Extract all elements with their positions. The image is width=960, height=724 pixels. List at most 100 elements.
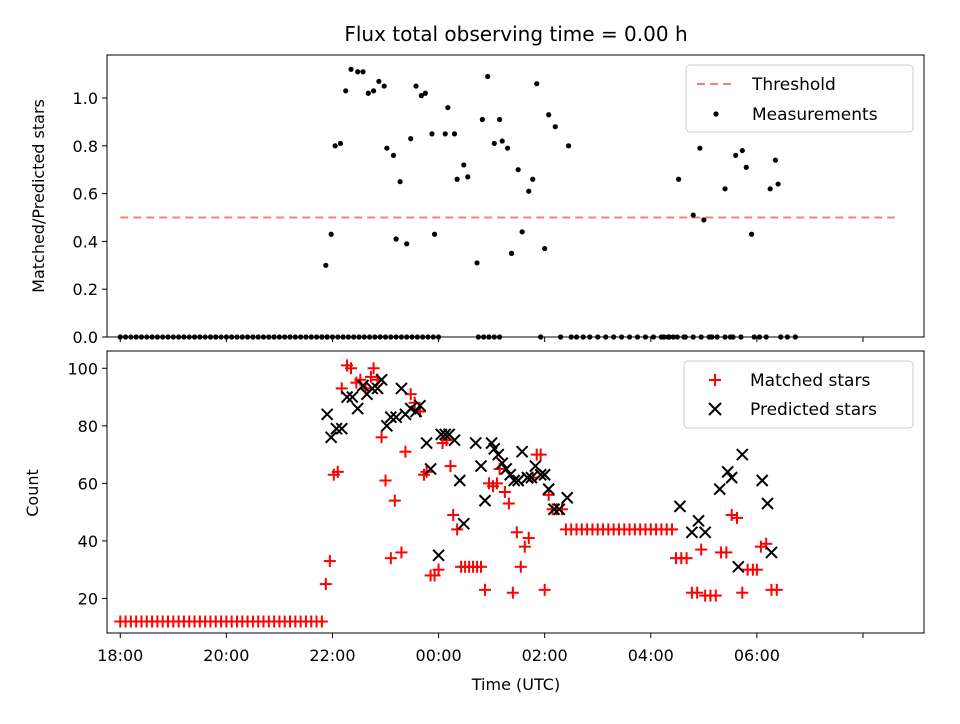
measurement-point [429,131,435,137]
matched-star-point [475,560,488,573]
predicted-star-point [469,436,482,450]
predicted-star-point [346,390,359,404]
measurement-point [748,231,755,237]
predicted-star-point [389,410,403,424]
matched-star-point [534,448,547,461]
top-y-tick-label: 1.0 [73,89,98,108]
predicted-star-point [324,431,338,444]
predicted-star-point [698,526,712,539]
measurement-point [465,174,471,180]
measurement-point [697,145,703,151]
bottom-legend: Matched stars Predicted stars [683,360,914,429]
measurement-point [404,241,410,247]
bottom-x-ticks: 18:00 20:00 22:00 00:00 02:00 04:00 06:00 [97,633,864,665]
measurement-point [393,236,399,242]
measurement-point [530,176,536,182]
predicted-star-point [453,474,467,487]
measurement-point [515,167,521,173]
matched-star-point [518,540,531,553]
matched-star-point [345,362,358,375]
top-y-tick-label: 0.6 [73,185,98,204]
measurement-point [739,147,745,154]
measurement-point [701,217,707,223]
predicted-star-point [351,402,364,415]
matched-star-point [666,523,679,536]
predicted-star-point [371,382,384,395]
bottom-axes-frame [106,350,925,634]
measurement-point [474,260,480,266]
top-legend: Threshold Measurements [685,64,914,133]
predicted-legend-label: Predicted stars [750,400,877,420]
top-panel: 0.0 0.2 0.4 0.6 0.8 1.0 Matched/Predicted sta… [29,54,925,347]
measurement-point [445,104,451,111]
top-axes-frame [106,54,925,338]
bottom-x-tick-label: 04:00 [628,646,674,665]
matched-legend-swatch [709,374,721,386]
matched-star-point [323,555,336,568]
matched-star-point [506,586,519,599]
measurement-point [519,229,525,235]
bottom-y-tick-label: 40 [78,532,98,551]
measurement-point [431,231,438,237]
top-y-tick-label: 0.0 [73,328,98,347]
measurement-point [542,245,548,252]
matched-star-point [720,546,733,559]
measurement-point [328,231,334,237]
predicted-star-point [488,442,501,456]
top-y-ticks: 0.0 0.2 0.4 0.6 0.8 1.0 [73,89,107,347]
matched-star-point [691,586,704,599]
predicted-star-point [320,408,334,421]
matched-star-point [522,532,535,545]
measurement-point [408,136,414,142]
predicted-star-point [432,549,445,562]
predicted-star-point [474,459,488,473]
matched-star-point [514,560,527,573]
predicted-star-point [507,474,521,487]
measurement-point [690,212,696,218]
measurement-point [676,176,682,182]
predicted-star-point [721,465,734,479]
measurement-point [355,69,361,75]
predicted-star-point [478,494,492,507]
measurement-point [348,66,354,72]
matched-star-point [478,583,491,596]
predicted-star-point [511,474,525,487]
bottom-x-tick-label: 06:00 [734,646,780,665]
predicted-star-point [538,468,551,481]
matched-star-point [384,552,397,565]
matched-star-point [379,474,392,487]
predicted-star-point [732,560,745,574]
measurement-point [323,262,329,268]
bottom-x-tick-label: 02:00 [522,646,568,665]
bottom-panel: 20 40 60 80 100 18:00 20:00 22:00 00:00 02:00 04:… [23,350,925,694]
measurement-point [343,88,349,94]
matched-star-point [770,583,783,596]
bottom-x-tick-label: 00:00 [416,646,462,665]
predicted-star-point [356,379,370,392]
predicted-star-point [448,433,461,447]
bottom-y-tick-label: 60 [78,474,98,493]
measurement-point [733,152,739,158]
top-y-axis-label: Matched/Predicted stars [29,99,48,293]
predicted-star-point [500,462,513,476]
matched-star-point [447,509,460,522]
bottom-x-tick-label: 22:00 [309,646,355,665]
predicted-star-point [409,405,423,418]
matched-star-point [404,388,417,401]
predicted-star-point [725,471,738,484]
measurement-point [337,140,344,147]
measurement-point [390,152,397,158]
matched-star-point [444,460,457,473]
measurement-point [381,83,387,89]
matched-legend-label: Matched stars [750,371,870,391]
bottom-y-axis-label: Count [23,469,42,517]
measurement-point [491,140,497,147]
bottom-y-ticks: 20 40 60 80 100 [67,359,107,608]
measurement-point [422,90,428,96]
measurement-point [775,181,781,187]
measurement-point [565,143,572,149]
matched-star-point [736,586,749,599]
matched-stars-points [114,359,783,628]
measurement-point [479,116,485,123]
matched-star-point [364,370,377,383]
